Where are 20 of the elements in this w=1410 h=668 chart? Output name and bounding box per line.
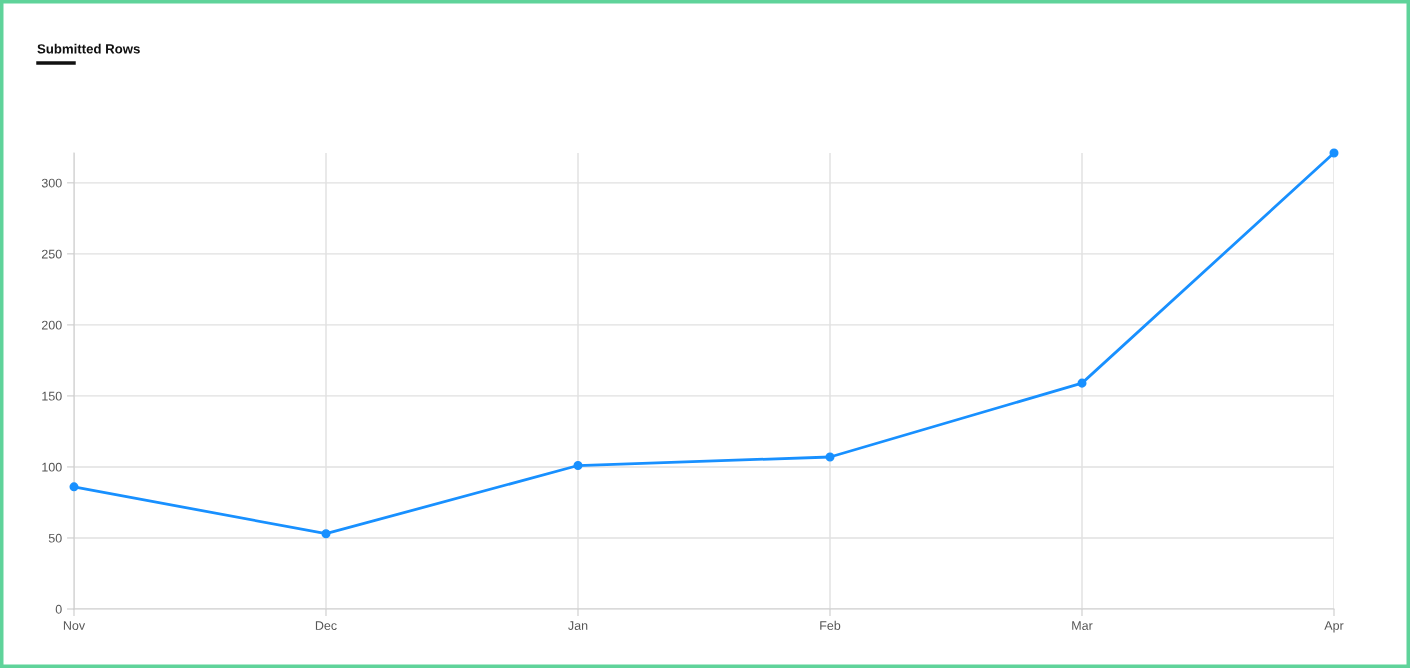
y-tick-label: 150 (42, 391, 62, 401)
y-tick-label: 250 (41, 249, 62, 259)
point (573, 461, 583, 471)
y-tick-label: 100 (42, 462, 62, 472)
x-tick-label: Nov (63, 621, 86, 630)
x-tick-label: Jan (568, 621, 588, 630)
point (69, 482, 79, 492)
y-tick-label: 0 (55, 604, 62, 614)
x-tick-label: Dec (315, 621, 337, 630)
x-tick-label: Mar (1072, 621, 1093, 630)
x-tick-label: Feb (820, 620, 841, 630)
point (321, 529, 331, 539)
point (1077, 378, 1087, 388)
y-tick-label: 50 (48, 533, 62, 543)
chart-title: Submitted Rows (37, 43, 140, 54)
point (1329, 148, 1339, 158)
y-tick-label: 200 (41, 320, 62, 330)
x-tick-label: Apr (1324, 621, 1344, 633)
point (825, 452, 835, 462)
y-tick-label: 300 (41, 178, 62, 188)
